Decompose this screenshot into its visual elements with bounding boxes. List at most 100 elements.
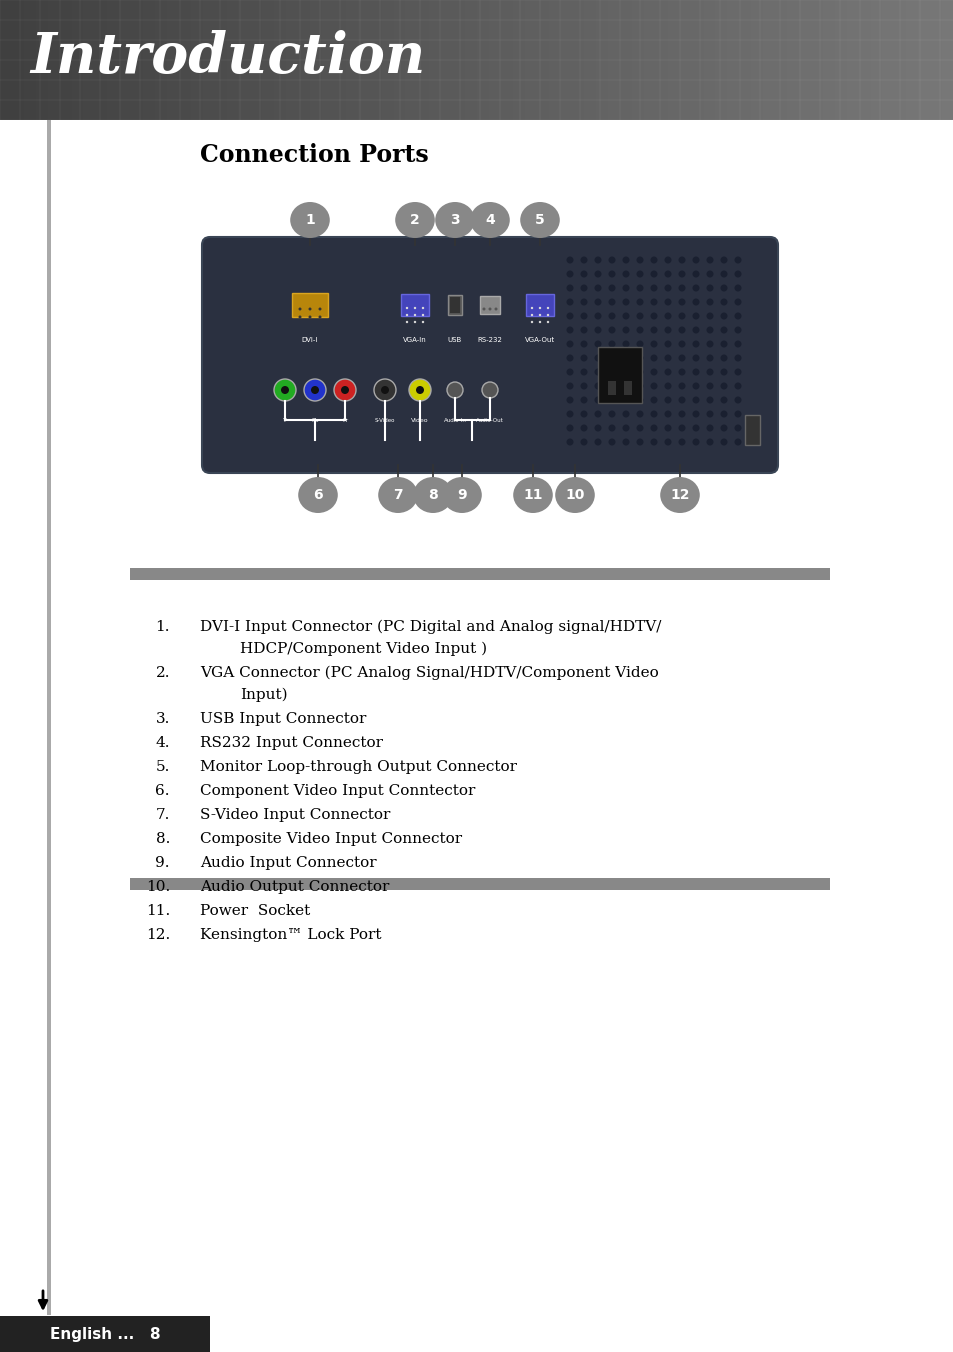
Circle shape	[636, 354, 643, 361]
Text: HDCP/Component Video Input ): HDCP/Component Video Input )	[240, 642, 487, 656]
Text: DVI-I: DVI-I	[301, 337, 318, 343]
Circle shape	[706, 312, 713, 319]
Circle shape	[622, 369, 629, 376]
Bar	[512, 0, 525, 120]
Text: 5: 5	[535, 214, 544, 227]
Circle shape	[421, 314, 424, 316]
Circle shape	[594, 299, 601, 306]
Bar	[250, 0, 263, 120]
Text: Kensington™ Lock Port: Kensington™ Lock Port	[200, 927, 381, 942]
Circle shape	[538, 314, 540, 316]
Circle shape	[650, 312, 657, 319]
Bar	[400, 293, 429, 316]
Circle shape	[664, 369, 671, 376]
Circle shape	[530, 320, 533, 323]
Circle shape	[546, 314, 549, 316]
Text: S-Video: S-Video	[375, 418, 395, 422]
Circle shape	[538, 320, 540, 323]
Bar	[47, 120, 51, 1315]
Circle shape	[594, 396, 601, 403]
Circle shape	[622, 438, 629, 446]
Text: 2.: 2.	[155, 667, 170, 680]
Text: Connection Ports: Connection Ports	[200, 143, 428, 168]
Bar	[536, 0, 549, 120]
Circle shape	[678, 438, 685, 446]
Circle shape	[308, 307, 312, 311]
Circle shape	[650, 326, 657, 334]
Circle shape	[409, 379, 431, 402]
Circle shape	[650, 299, 657, 306]
Bar	[381, 0, 395, 120]
Bar	[834, 0, 847, 120]
Circle shape	[622, 396, 629, 403]
Circle shape	[566, 326, 573, 334]
Circle shape	[706, 257, 713, 264]
Circle shape	[636, 411, 643, 418]
Circle shape	[579, 299, 587, 306]
Text: 6.: 6.	[155, 784, 170, 798]
Text: USB Input Connector: USB Input Connector	[200, 713, 366, 726]
Circle shape	[636, 369, 643, 376]
Circle shape	[594, 438, 601, 446]
Bar	[679, 0, 692, 120]
Circle shape	[678, 270, 685, 277]
Circle shape	[566, 284, 573, 292]
Ellipse shape	[470, 201, 509, 238]
Bar	[440, 0, 454, 120]
Circle shape	[530, 314, 533, 316]
Bar	[334, 0, 347, 120]
Text: RS-232: RS-232	[477, 337, 502, 343]
Circle shape	[374, 379, 395, 402]
Circle shape	[720, 312, 727, 319]
Bar	[667, 0, 680, 120]
Text: Pr: Pr	[341, 418, 348, 422]
Circle shape	[608, 341, 615, 347]
Circle shape	[720, 299, 727, 306]
Text: 11.: 11.	[146, 904, 170, 918]
Circle shape	[706, 354, 713, 361]
Circle shape	[608, 326, 615, 334]
Circle shape	[664, 312, 671, 319]
Circle shape	[414, 307, 416, 310]
Bar	[286, 0, 299, 120]
Circle shape	[594, 257, 601, 264]
Circle shape	[692, 341, 699, 347]
Circle shape	[692, 411, 699, 418]
Circle shape	[706, 396, 713, 403]
Bar	[476, 0, 490, 120]
Text: Audio Input Connector: Audio Input Connector	[200, 856, 376, 869]
Circle shape	[734, 425, 740, 431]
Circle shape	[678, 425, 685, 431]
Circle shape	[538, 307, 540, 310]
Circle shape	[720, 354, 727, 361]
Circle shape	[608, 425, 615, 431]
Text: VGA-Out: VGA-Out	[524, 337, 555, 343]
Bar	[321, 0, 335, 120]
Bar	[393, 0, 406, 120]
Circle shape	[706, 369, 713, 376]
Bar	[917, 0, 930, 120]
Ellipse shape	[659, 477, 700, 512]
Circle shape	[636, 312, 643, 319]
Circle shape	[546, 307, 549, 310]
Bar	[845, 0, 859, 120]
Circle shape	[664, 299, 671, 306]
Circle shape	[692, 284, 699, 292]
Circle shape	[664, 354, 671, 361]
Bar	[762, 0, 776, 120]
Circle shape	[678, 383, 685, 389]
Bar	[11, 0, 25, 120]
Circle shape	[608, 312, 615, 319]
Circle shape	[678, 326, 685, 334]
Circle shape	[298, 315, 301, 319]
Circle shape	[566, 257, 573, 264]
Circle shape	[692, 396, 699, 403]
Circle shape	[692, 354, 699, 361]
Text: Composite Video Input Connector: Composite Video Input Connector	[200, 831, 461, 846]
Circle shape	[636, 299, 643, 306]
Circle shape	[664, 326, 671, 334]
Circle shape	[678, 257, 685, 264]
Bar	[882, 0, 895, 120]
Bar	[905, 0, 919, 120]
Bar	[310, 0, 323, 120]
